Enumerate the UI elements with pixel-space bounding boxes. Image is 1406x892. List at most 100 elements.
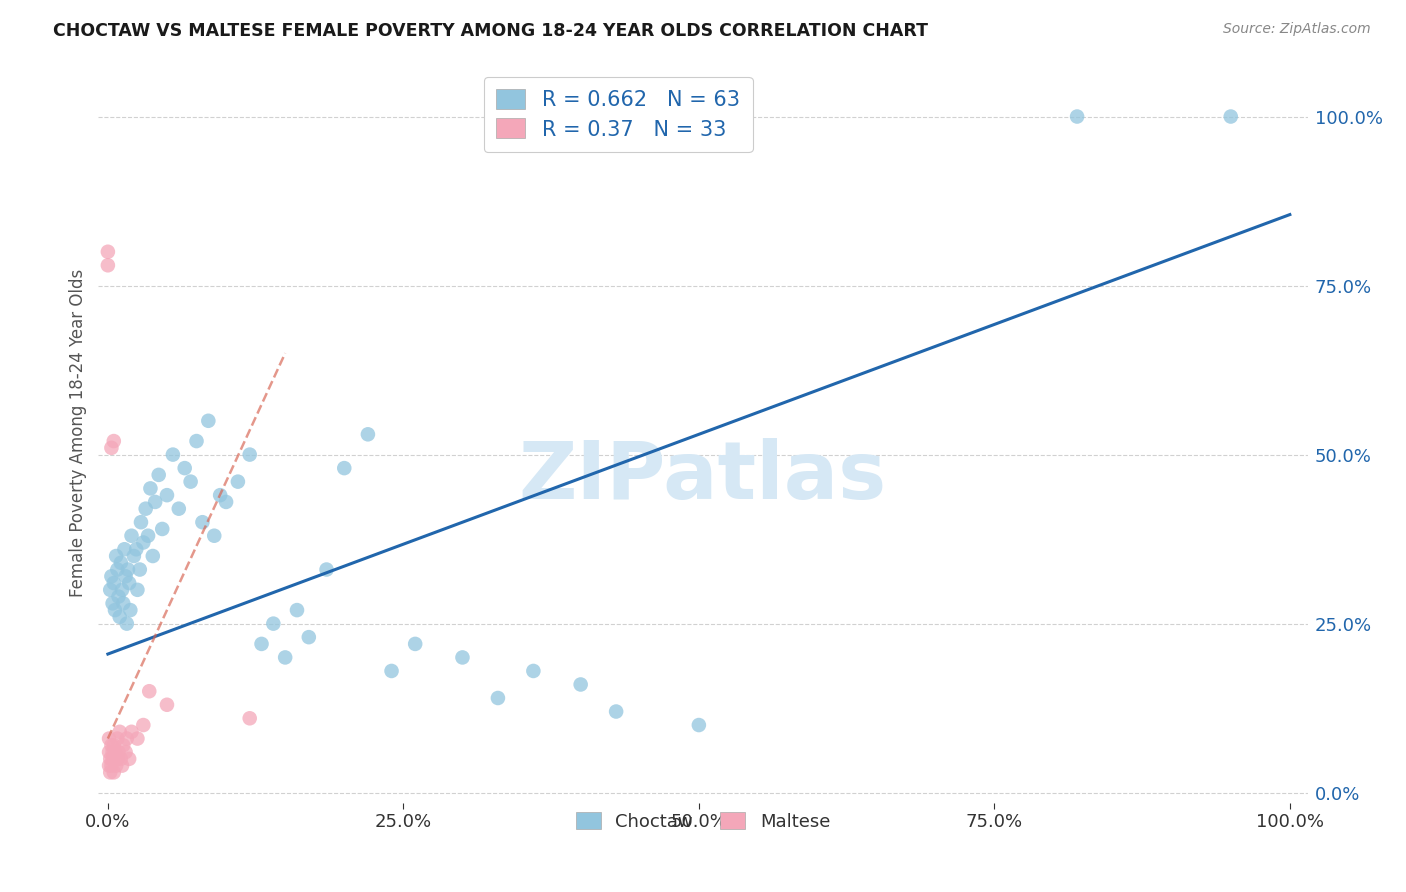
Point: [186, 434, 208, 448]
Point: [98, 745, 121, 759]
Text: CHOCTAW VS MALTESE FEMALE POVERTY AMONG 18-24 YEAR OLDS CORRELATION CHART: CHOCTAW VS MALTESE FEMALE POVERTY AMONG …: [53, 22, 928, 40]
Point: [108, 610, 131, 624]
Point: [111, 582, 134, 597]
Point: [451, 650, 474, 665]
Point: [103, 576, 125, 591]
Point: [100, 441, 122, 455]
Point: [105, 562, 128, 576]
Point: [110, 556, 132, 570]
Point: [127, 731, 149, 746]
Point: [239, 711, 262, 725]
Point: [118, 752, 141, 766]
Point: [605, 705, 627, 719]
Point: [122, 549, 145, 563]
Point: [121, 724, 143, 739]
Point: [357, 427, 380, 442]
Point: [101, 752, 124, 766]
Point: [1066, 110, 1088, 124]
Point: [104, 745, 127, 759]
Point: [129, 515, 152, 529]
Point: [150, 522, 173, 536]
Point: [98, 582, 121, 597]
Y-axis label: Female Poverty Among 18-24 Year Olds: Female Poverty Among 18-24 Year Olds: [69, 268, 87, 597]
Point: [522, 664, 544, 678]
Point: [128, 562, 150, 576]
Point: [226, 475, 249, 489]
Point: [135, 501, 157, 516]
Point: [156, 698, 179, 712]
Point: [110, 752, 132, 766]
Point: [114, 745, 136, 759]
Point: [688, 718, 710, 732]
Point: [105, 731, 128, 746]
Point: [104, 603, 127, 617]
Point: [105, 549, 128, 563]
Point: [107, 590, 129, 604]
Point: [486, 691, 509, 706]
Point: [117, 562, 139, 576]
Point: [139, 482, 162, 496]
Point: [285, 603, 308, 617]
Point: [118, 576, 141, 591]
Point: [98, 765, 121, 780]
Point: [209, 488, 232, 502]
Point: [180, 475, 202, 489]
Point: [202, 529, 225, 543]
Point: [112, 596, 135, 610]
Point: [111, 758, 134, 772]
Point: [98, 752, 121, 766]
Point: [100, 758, 122, 772]
Point: [115, 731, 138, 746]
Point: [191, 515, 214, 529]
Point: [215, 495, 238, 509]
Point: [404, 637, 426, 651]
Point: [108, 724, 131, 739]
Point: [112, 542, 135, 557]
Point: [112, 739, 135, 753]
Point: [136, 529, 159, 543]
Point: [105, 752, 128, 766]
Point: [101, 745, 124, 759]
Text: ZIPatlas: ZIPatlas: [519, 438, 887, 516]
Point: [569, 677, 592, 691]
Point: [156, 488, 179, 502]
Point: [114, 569, 136, 583]
Point: [132, 718, 155, 732]
Point: [103, 739, 125, 753]
Point: [333, 461, 356, 475]
Point: [97, 244, 120, 259]
Point: [173, 461, 195, 475]
Point: [148, 467, 170, 482]
Point: [121, 529, 143, 543]
Point: [274, 650, 297, 665]
Point: [127, 582, 149, 597]
Point: [262, 616, 284, 631]
Point: [315, 562, 337, 576]
Point: [103, 434, 125, 448]
Point: [239, 448, 262, 462]
Point: [162, 448, 184, 462]
Point: [132, 535, 155, 549]
Point: [97, 258, 120, 272]
Point: [167, 501, 190, 516]
Point: [98, 731, 121, 746]
Point: [142, 549, 165, 563]
Point: [143, 495, 166, 509]
Point: [120, 603, 142, 617]
Text: Source: ZipAtlas.com: Source: ZipAtlas.com: [1223, 22, 1371, 37]
Point: [125, 542, 148, 557]
Point: [197, 414, 219, 428]
Point: [103, 765, 125, 780]
Point: [250, 637, 273, 651]
Point: [1219, 110, 1241, 124]
Point: [380, 664, 402, 678]
Point: [107, 745, 129, 759]
Point: [101, 596, 124, 610]
Point: [115, 616, 138, 631]
Point: [105, 758, 128, 772]
Legend: Choctaw, Maltese: Choctaw, Maltese: [568, 805, 838, 838]
Point: [298, 630, 321, 644]
Point: [138, 684, 160, 698]
Point: [100, 739, 122, 753]
Point: [98, 758, 121, 772]
